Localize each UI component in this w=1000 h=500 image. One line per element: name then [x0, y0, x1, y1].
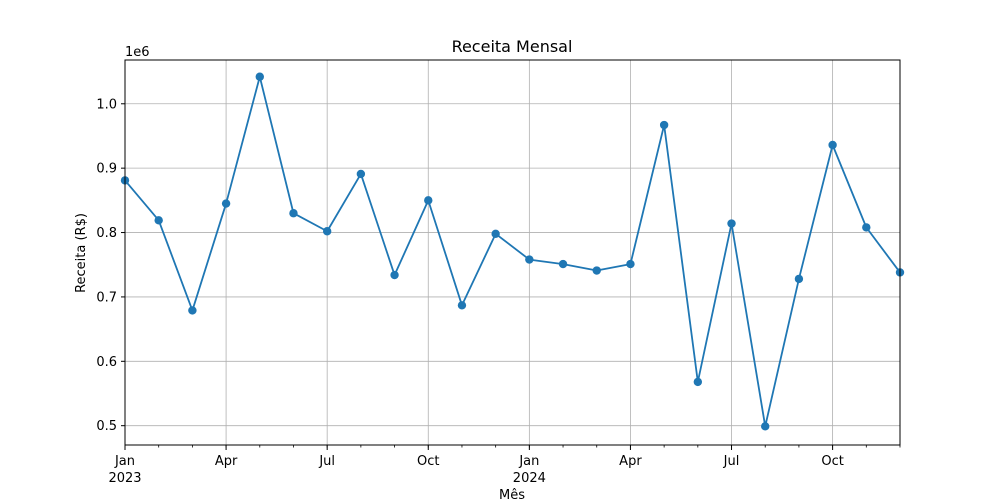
- data-point: [322, 227, 332, 236]
- y-tick-label: 0.9: [96, 162, 117, 177]
- data-point: [862, 223, 871, 232]
- x-tick-label: Jul: [723, 454, 740, 469]
- data-point: [794, 274, 804, 284]
- series-line: [124, 75, 901, 428]
- x-tick-label: Jan: [114, 454, 135, 469]
- y-tick-label: 0.7: [96, 290, 117, 305]
- data-point: [221, 199, 231, 208]
- data-point: [525, 255, 534, 264]
- data-point: [659, 120, 669, 130]
- y-axis-offset-label: 1e6: [125, 45, 150, 60]
- data-point: [761, 422, 770, 431]
- x-tick-year-label: 2023: [108, 471, 141, 486]
- data-point: [255, 72, 264, 81]
- data-point: [727, 219, 736, 228]
- data-point: [289, 209, 298, 218]
- data-point: [693, 377, 703, 387]
- data-point: [390, 270, 399, 280]
- data-point: [424, 196, 433, 205]
- x-tick-label: Jul: [318, 454, 335, 469]
- x-tick-label: Oct: [417, 454, 439, 469]
- data-point: [828, 140, 837, 150]
- x-tick-year-label: 2024: [513, 471, 546, 486]
- x-tick-label: Oct: [821, 454, 843, 469]
- axis-ticks: 0.5 0.6 0.7 0.8 0.9 1.0 Jan 2023 Apr Jul Oct Jan 202…: [96, 97, 901, 486]
- data-point: [491, 229, 500, 239]
- plot-frame: [124, 59, 901, 446]
- data-point: [457, 301, 467, 310]
- y-tick-label: 1.0: [96, 97, 117, 112]
- grid-lines: [124, 60, 900, 445]
- data-point: [558, 259, 568, 269]
- x-tick-label: Apr: [215, 454, 238, 469]
- y-tick-label: 0.6: [96, 355, 117, 370]
- series-markers: [120, 72, 905, 431]
- chart-title: Receita Mensal: [452, 37, 573, 56]
- y-axis-title: Receita (R$): [74, 213, 89, 293]
- x-tick-label: Jan: [518, 454, 539, 469]
- data-point: [188, 306, 197, 315]
- data-point: [592, 266, 601, 275]
- data-point: [154, 216, 163, 225]
- data-point: [626, 259, 635, 269]
- y-tick-label: 0.8: [96, 226, 117, 241]
- x-tick-label: Apr: [619, 454, 642, 469]
- data-point: [356, 169, 366, 179]
- series-line-layer: [124, 75, 901, 428]
- y-tick-label: 0.5: [96, 419, 117, 434]
- x-axis-title: Mês: [499, 488, 525, 500]
